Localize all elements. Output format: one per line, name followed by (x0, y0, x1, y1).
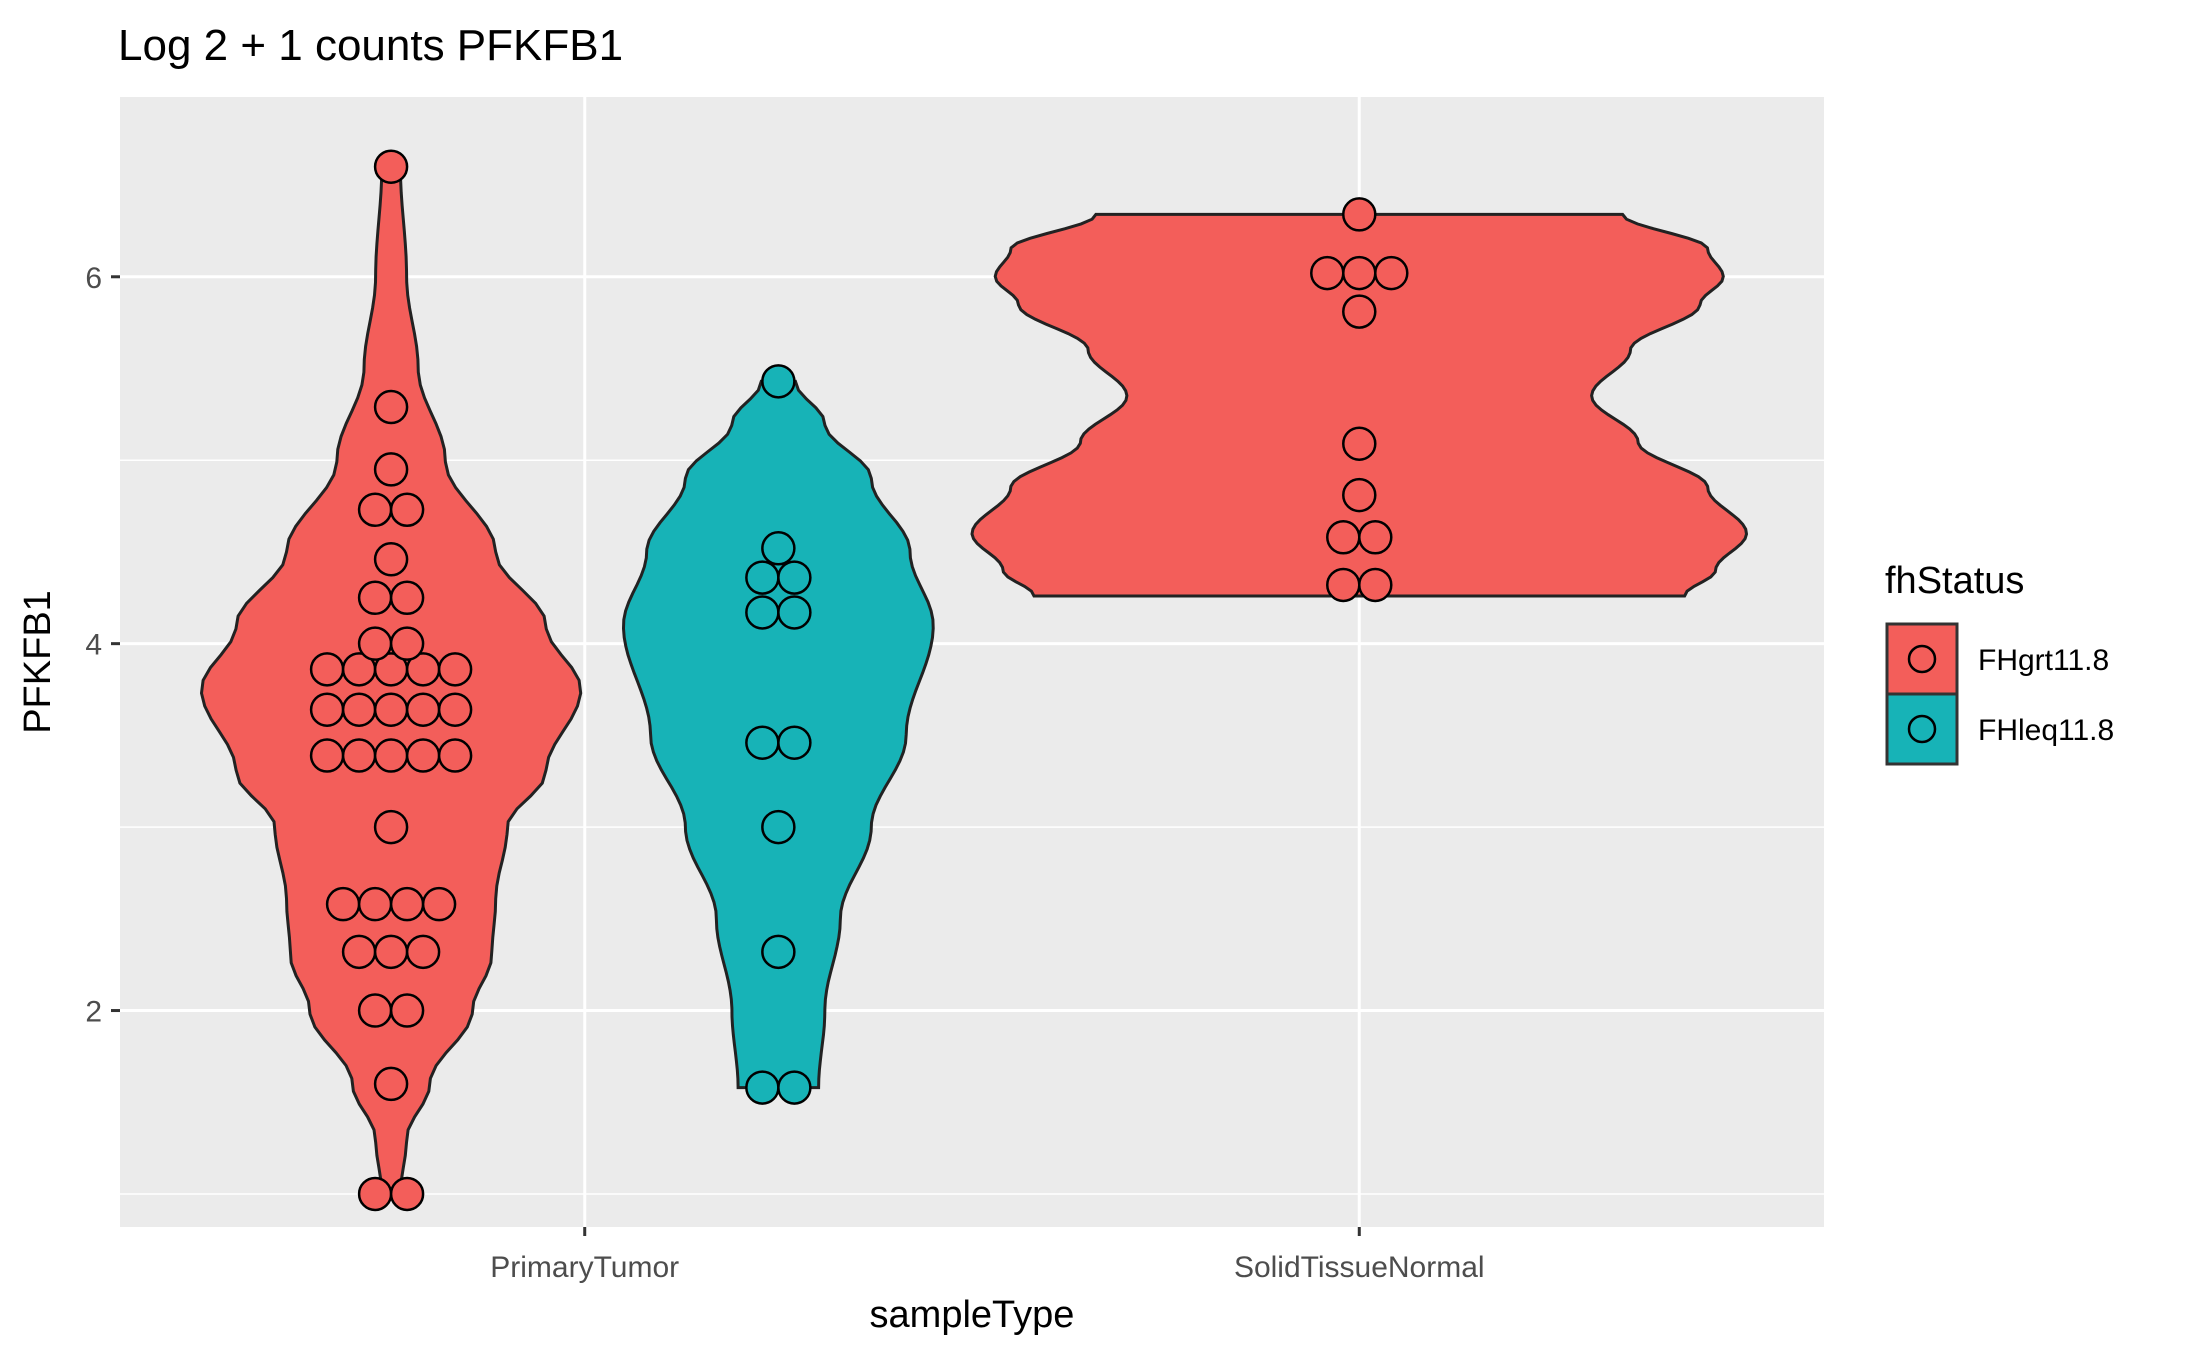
data-point (405, 934, 441, 970)
data-point (357, 626, 393, 661)
data-point (389, 886, 425, 922)
data-point (1358, 567, 1393, 603)
data-point (373, 692, 409, 727)
violin-SolidTissueNormal-FHgrt11.8 (970, 212, 1749, 598)
legend-title: fhStatus (1885, 560, 2024, 602)
data-point (761, 531, 796, 566)
x-tick-label: SolidTissueNormal (1234, 1251, 1485, 1284)
data-point (325, 886, 361, 922)
data-point (1342, 294, 1377, 329)
data-point (745, 560, 780, 595)
data-point (357, 492, 393, 527)
data-point (389, 580, 425, 616)
data-point (309, 692, 345, 727)
data-point (357, 580, 393, 616)
data-point (437, 652, 473, 687)
data-point (1326, 520, 1361, 555)
data-point (1358, 520, 1393, 555)
data-point (1342, 477, 1377, 513)
data-point (309, 738, 345, 773)
data-point (357, 886, 393, 922)
data-point (777, 595, 812, 630)
data-point (405, 738, 441, 773)
data-point (761, 809, 796, 845)
data-point (777, 1070, 812, 1105)
data-point (389, 1176, 425, 1212)
x-tick-label: PrimaryTumor (490, 1251, 679, 1284)
data-point (389, 626, 425, 661)
chart-title: Log 2 + 1 counts PFKFB1 (118, 21, 623, 70)
axes: 2 4 6 PrimaryTumor SolidTissueNormal (85, 262, 1484, 1284)
data-point (761, 934, 796, 970)
data-point (357, 993, 393, 1028)
data-point (777, 725, 812, 760)
data-point (745, 725, 780, 760)
data-point (341, 692, 377, 727)
data-point (1310, 255, 1345, 291)
data-point (389, 993, 425, 1028)
legend-label-fhgrt: FHgrt11.8 (1978, 644, 2109, 677)
legend-entry-fhgrt: FHgrt11.8 (1885, 622, 2109, 696)
data-point (373, 389, 409, 425)
data-point (341, 738, 377, 773)
data-point (1342, 426, 1377, 461)
data-point (373, 1066, 409, 1102)
legend: fhStatus FHgrt11.8 FHleq11.8 (1885, 560, 2114, 766)
legend-key-dot-fhleq (1907, 714, 1937, 744)
data-point (437, 692, 473, 727)
y-tick-label: 2 (85, 996, 102, 1029)
y-tick-label: 4 (85, 629, 102, 662)
data-point (373, 542, 409, 577)
data-point (373, 809, 409, 845)
data-point (341, 934, 377, 970)
data-point (1342, 255, 1377, 291)
y-axis-title: PFKFB1 (17, 590, 59, 734)
legend-label-fhleq: FHleq11.8 (1978, 714, 2114, 747)
data-point (745, 1070, 780, 1105)
data-point (1374, 255, 1409, 291)
legend-key-fhleq (1885, 692, 1959, 766)
data-point (405, 692, 441, 727)
data-point (309, 652, 345, 687)
data-point (745, 595, 780, 630)
data-point (373, 934, 409, 970)
data-point (357, 1176, 393, 1212)
data-point (437, 738, 473, 773)
data-point (761, 364, 796, 399)
legend-key-fhgrt (1885, 622, 1959, 696)
data-point (421, 886, 457, 922)
data-point (1326, 567, 1361, 603)
x-axis-title: sampleType (870, 1294, 1075, 1336)
y-tick-label: 6 (85, 262, 102, 295)
data-point (373, 452, 409, 487)
data-point (1342, 197, 1377, 232)
data-point (777, 560, 812, 595)
data-point (373, 149, 409, 184)
data-point (373, 738, 409, 773)
legend-entry-fhleq: FHleq11.8 (1885, 692, 2114, 766)
dot-layer (309, 149, 1409, 1212)
legend-key-dot-fhgrt (1907, 644, 1937, 674)
data-point (389, 492, 425, 527)
